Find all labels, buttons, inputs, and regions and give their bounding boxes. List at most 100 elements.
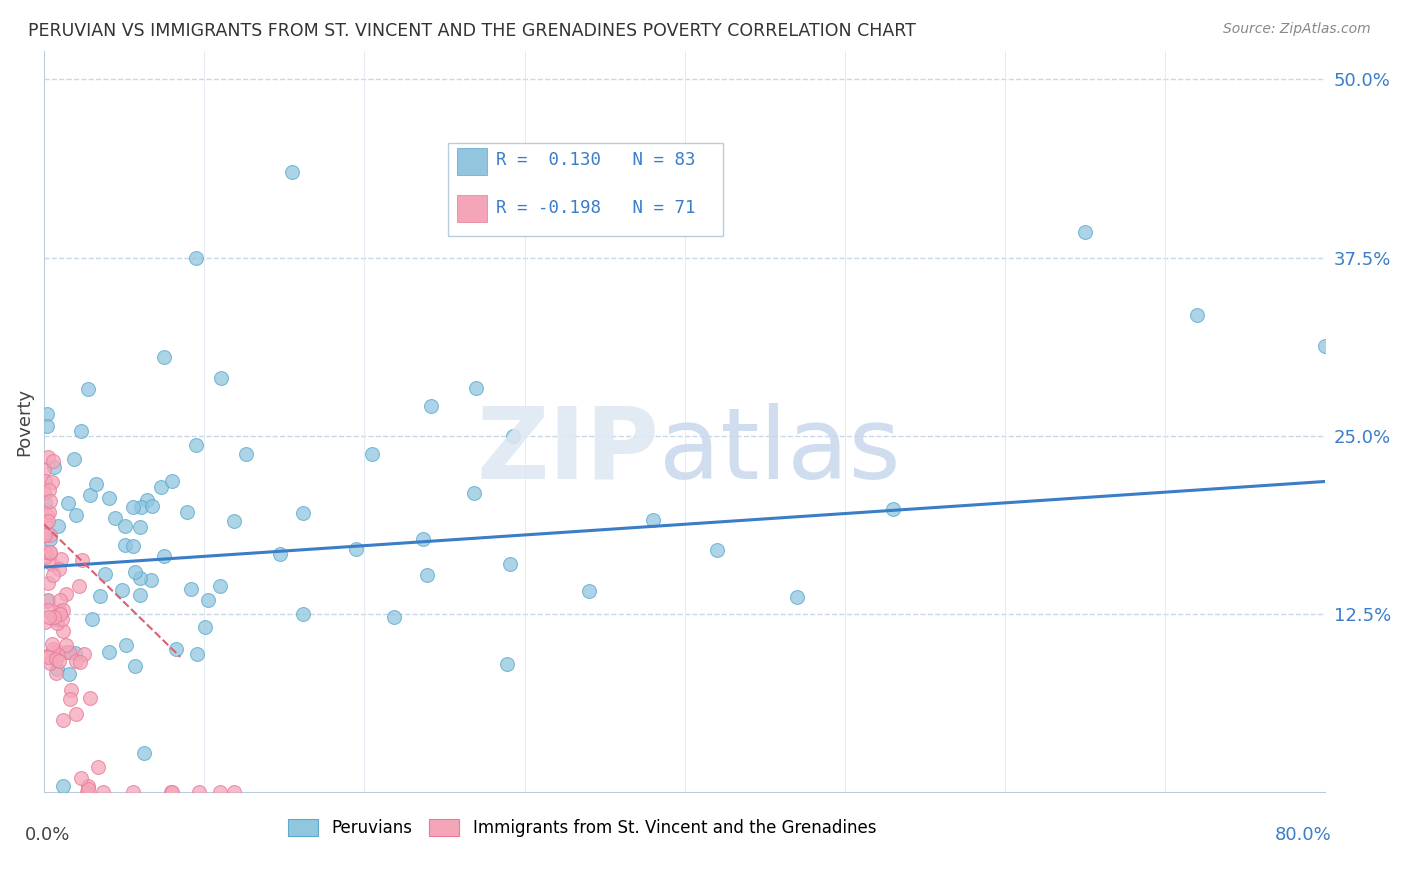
Point (34, 545, 56, 559)
Point (37, 515, 59, 529)
Point (34, 516, 56, 530)
Point (49, 593, 72, 607)
FancyBboxPatch shape (457, 194, 488, 222)
Point (98, 491, 121, 505)
Point (38, 483, 60, 498)
Point (129, 520, 152, 534)
Point (281, 165, 304, 179)
Point (52, 714, 75, 728)
Point (344, 542, 367, 557)
Point (42, 460, 65, 475)
Point (42, 567, 65, 582)
Text: 0.0%: 0.0% (25, 826, 70, 844)
Point (121, 785, 143, 799)
Point (135, 492, 157, 507)
Point (77, 382, 100, 396)
Point (37, 603, 59, 617)
Point (55, 587, 77, 601)
Point (165, 642, 187, 657)
Point (59, 682, 82, 697)
Point (38, 656, 60, 670)
Point (32, 485, 55, 500)
FancyBboxPatch shape (457, 148, 488, 176)
Point (186, 648, 208, 662)
Point (80, 612, 103, 626)
Point (34, 615, 56, 629)
Point (38, 505, 60, 519)
Text: ZIP: ZIP (477, 402, 659, 500)
Point (184, 438, 207, 452)
Point (197, 592, 219, 607)
Point (39, 545, 62, 559)
Point (186, 251, 208, 265)
Point (176, 505, 198, 519)
Point (194, 620, 217, 634)
Point (59, 692, 82, 706)
Point (160, 474, 183, 488)
Point (58, 666, 80, 681)
Point (89, 589, 111, 603)
Point (160, 785, 183, 799)
Point (58, 496, 80, 510)
Point (35, 418, 58, 433)
Point (188, 785, 211, 799)
Point (62, 452, 84, 467)
Legend: Peruvians, Immigrants from St. Vincent and the Grenadines: Peruvians, Immigrants from St. Vincent a… (281, 812, 883, 844)
Point (67, 578, 90, 592)
Point (160, 785, 183, 799)
Point (37, 508, 59, 523)
Point (48, 562, 70, 576)
Point (72, 553, 94, 567)
Point (463, 486, 485, 500)
Point (124, 659, 146, 673)
Point (38, 533, 60, 547)
Point (56, 645, 79, 659)
Point (69, 655, 91, 669)
Point (76, 785, 98, 799)
Point (97, 645, 120, 659)
Point (32, 463, 55, 477)
Text: PERUVIAN VS IMMIGRANTS FROM ST. VINCENT AND THE GRENADINES POVERTY CORRELATION C: PERUVIAN VS IMMIGRANTS FROM ST. VINCENT … (28, 22, 915, 40)
Point (79, 691, 101, 706)
Point (45, 662, 67, 676)
Point (1315, 339, 1337, 353)
Point (114, 537, 136, 551)
Point (224, 785, 246, 799)
Point (65, 706, 87, 721)
Point (37, 650, 59, 665)
Point (77, 779, 100, 793)
Point (496, 657, 519, 671)
Point (84, 477, 107, 491)
Point (34, 496, 56, 510)
Point (786, 591, 808, 605)
Point (129, 571, 152, 585)
Point (79, 488, 101, 502)
Point (38, 610, 60, 624)
Point (235, 447, 257, 461)
Point (114, 519, 136, 533)
Point (412, 532, 434, 546)
Point (180, 582, 202, 597)
Point (69, 772, 91, 786)
Y-axis label: Poverty: Poverty (15, 387, 32, 456)
Point (122, 539, 145, 553)
Point (129, 500, 152, 515)
Point (51, 612, 73, 626)
Point (416, 568, 439, 582)
Point (42, 610, 65, 624)
Point (150, 480, 173, 494)
Point (87, 759, 110, 773)
Point (44, 612, 66, 626)
Point (269, 547, 291, 561)
Point (882, 502, 904, 516)
Point (63, 646, 86, 660)
Point (41, 475, 63, 489)
Point (104, 511, 127, 525)
Point (499, 557, 522, 571)
Point (122, 500, 145, 515)
Point (39, 494, 62, 508)
Point (42, 641, 65, 656)
Point (49, 552, 72, 566)
Point (382, 610, 405, 624)
Point (465, 381, 488, 395)
